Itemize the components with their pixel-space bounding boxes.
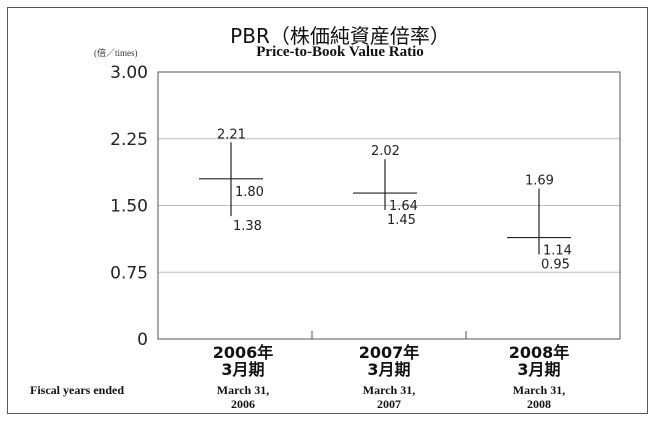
y-tick-label: 0.75: [110, 263, 148, 283]
category-label-ja-2006: 2006年 3月期: [178, 344, 308, 378]
category-label-ja-2008: 2008年 3月期: [474, 344, 604, 378]
high-label: 1.69: [525, 174, 554, 189]
category-date: March 31,: [362, 383, 416, 397]
y-axis-ticks: 3.00 2.25 1.50 0.75 0: [110, 63, 148, 350]
chart-title: PBR（株価純資産倍率）: [230, 24, 450, 48]
category-label-en-2007: March 31, 2007: [324, 383, 454, 411]
chart-subtitle: Price-to-Book Value Ratio: [256, 44, 424, 60]
x-axis-title: Fiscal years ended: [30, 383, 124, 397]
category-year: 2008年: [508, 343, 570, 362]
low-label: 1.45: [387, 213, 416, 228]
category-year-en: 2007: [377, 397, 401, 411]
category-label-en-2008: March 31, 2008: [474, 383, 604, 411]
y-tick-label: 2.25: [110, 130, 148, 150]
category-year: 2006年: [212, 343, 274, 362]
value-label: 1.64: [389, 199, 418, 214]
category-period: 3月期: [367, 360, 411, 379]
category-period: 3月期: [517, 360, 561, 379]
low-label: 1.38: [233, 219, 262, 234]
category-date: March 31,: [512, 383, 566, 397]
chart-frame: [7, 7, 648, 414]
category-period: 3月期: [221, 360, 265, 379]
unit-label: (倍／times): [94, 48, 138, 58]
value-label: 1.80: [235, 185, 264, 200]
plot-area: [157, 71, 621, 340]
category-date: March 31,: [216, 383, 270, 397]
low-label: 0.95: [541, 257, 570, 272]
category-year-en: 2008: [527, 397, 551, 411]
category-label-ja-2007: 2007年 3月期: [324, 344, 454, 378]
y-tick-label: 3.00: [110, 63, 148, 83]
y-tick-label: 1.50: [110, 197, 148, 217]
category-year-en: 2006: [231, 397, 255, 411]
gridlines: [158, 138, 620, 273]
high-label: 2.21: [217, 127, 246, 142]
category-year: 2007年: [358, 343, 420, 362]
x-axis-ticks: [311, 331, 467, 339]
category-label-en-2006: March 31, 2006: [178, 383, 308, 411]
y-tick-label: 0: [137, 330, 148, 350]
range-marks: 2.21 1.80 1.38 2.02 1.641.45 1.69 1.140.95: [199, 127, 572, 272]
value-label: 1.14: [543, 244, 572, 259]
high-label: 2.02: [371, 144, 400, 159]
